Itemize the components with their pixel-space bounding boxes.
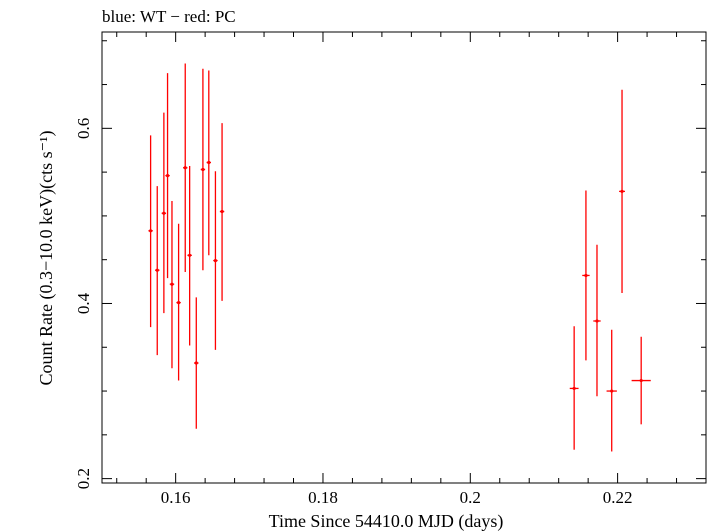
data-point (582, 190, 590, 361)
x-tick-label: 0.18 (308, 488, 338, 507)
data-point (206, 70, 212, 256)
x-axis-label: Time Since 54410.0 MJD (days) (269, 511, 504, 532)
point-marker (201, 167, 205, 172)
data-point (213, 171, 218, 350)
point-marker (620, 189, 624, 193)
point-marker (188, 253, 192, 257)
data-point (194, 297, 199, 429)
data-points (148, 63, 651, 452)
y-axis-label: Count Rate (0.3−10.0 keV)(cts s⁻¹) (36, 130, 57, 385)
point-marker (610, 389, 614, 393)
point-marker (584, 273, 588, 278)
chart-title: blue: WT − red: PC (102, 7, 236, 26)
data-point (169, 201, 175, 369)
point-marker (170, 282, 174, 286)
data-point (161, 112, 167, 314)
point-marker (177, 301, 181, 305)
y-tick-label: 0.6 (74, 118, 93, 139)
y-tick-label: 0.4 (74, 292, 93, 314)
point-marker (572, 386, 576, 391)
data-point (619, 89, 625, 293)
data-point (148, 135, 153, 328)
point-marker (165, 174, 170, 178)
point-marker (183, 166, 187, 170)
data-point (187, 165, 192, 346)
x-tick-label: 0.16 (161, 488, 191, 507)
plot-frame (101, 31, 707, 484)
point-marker (207, 160, 211, 165)
data-point (155, 186, 160, 356)
data-point (606, 329, 617, 452)
point-marker (149, 229, 153, 233)
point-marker (194, 361, 198, 365)
data-point (200, 68, 206, 271)
data-point (569, 326, 579, 450)
point-marker (220, 209, 224, 214)
x-tick-label: 0.22 (603, 488, 633, 507)
data-point (631, 336, 651, 425)
point-marker (162, 211, 166, 215)
x-tick-label: 0.2 (460, 488, 481, 507)
point-marker (639, 378, 643, 383)
point-marker (595, 319, 599, 323)
point-marker (213, 258, 218, 263)
point-marker (155, 268, 159, 272)
data-point (176, 223, 181, 381)
y-tick-label: 0.2 (74, 468, 93, 489)
data-point (593, 244, 601, 397)
data-point (165, 73, 170, 279)
data-point (219, 123, 225, 301)
axis-ticks: 0.16 0.18 0.2 0.22 0.2 0.4 0.6 (74, 32, 707, 507)
data-point (183, 63, 188, 272)
